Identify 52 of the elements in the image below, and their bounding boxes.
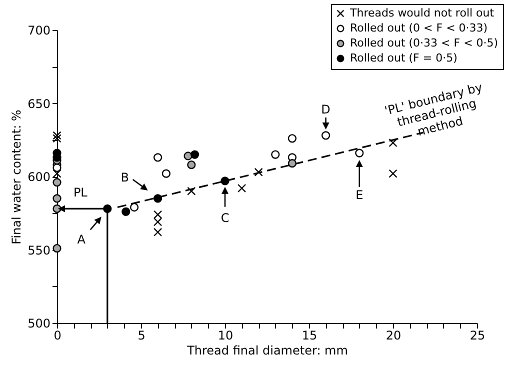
point <box>187 186 196 196</box>
point <box>122 207 130 216</box>
y-tick-label: 500 <box>28 316 50 330</box>
point <box>321 131 330 140</box>
point <box>52 194 62 203</box>
point <box>52 131 62 140</box>
point <box>153 194 162 203</box>
point <box>288 134 297 143</box>
x-tick-label: 5 <box>138 328 146 342</box>
point <box>388 138 398 148</box>
y-tick-label: 550 <box>28 243 50 258</box>
y-tick-label: 600 <box>28 170 50 184</box>
x-tick-label: 20 <box>386 328 402 342</box>
point <box>52 244 62 253</box>
annotation: D <box>321 102 330 116</box>
annotation: A <box>77 232 86 247</box>
y-axis-title: Final water content: % <box>10 110 24 244</box>
point <box>162 169 171 178</box>
x-tick-label: 25 <box>470 328 486 342</box>
x-axis-title: Thread final diameter: mm <box>186 344 348 358</box>
point <box>52 204 62 214</box>
point <box>187 160 196 170</box>
annotation: C <box>220 210 230 225</box>
point <box>271 150 280 159</box>
point <box>220 176 230 186</box>
point <box>237 184 246 193</box>
point <box>52 169 62 178</box>
point <box>153 228 162 236</box>
point <box>153 210 162 219</box>
point <box>153 153 162 162</box>
x-tick-label: 15 <box>302 328 318 342</box>
y-tick-label: 700 <box>28 24 50 38</box>
point <box>52 163 62 172</box>
point <box>288 159 297 168</box>
point <box>52 134 62 143</box>
annotation: E <box>356 188 364 202</box>
x-tick-label: 10 <box>218 328 234 342</box>
point <box>190 150 200 159</box>
y-tick-label: 650 <box>28 96 50 111</box>
annotation: B <box>120 170 129 184</box>
legend-label: Rolled out (0 < F < 0·33) <box>350 22 488 34</box>
legend-label: Rolled out (F = 0·5) <box>350 52 458 64</box>
annotation: PL <box>73 186 88 200</box>
x-tick-label: 0 <box>54 328 62 342</box>
legend-label: Threads would not roll out <box>349 6 495 20</box>
point <box>254 168 263 176</box>
point <box>52 178 62 187</box>
point <box>388 169 398 178</box>
point <box>153 218 162 226</box>
point <box>130 202 139 212</box>
legend-label: Rolled out (0·33 < F < 0·5) <box>350 36 498 50</box>
point <box>355 148 364 158</box>
